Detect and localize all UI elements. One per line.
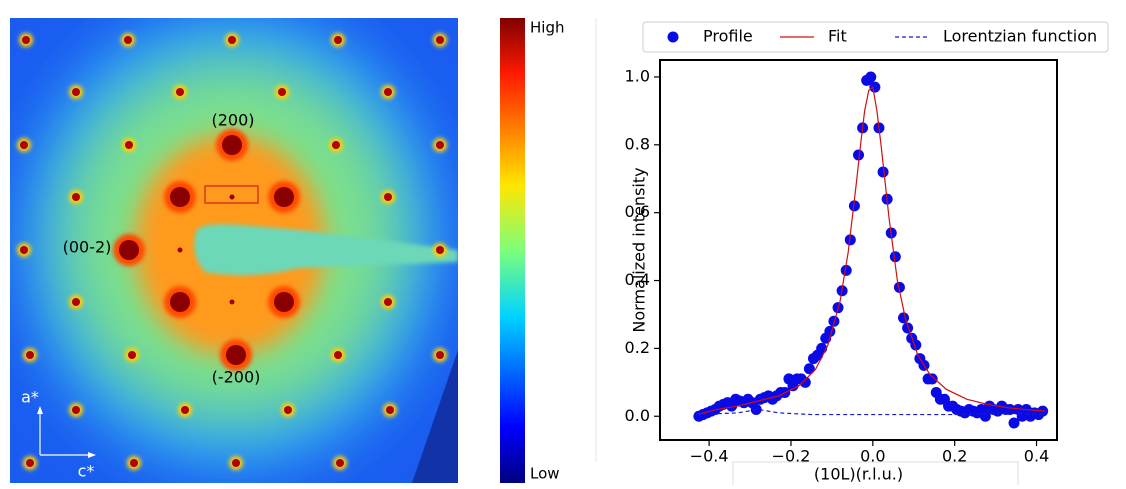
- spot: [384, 88, 392, 96]
- colorbar-label: Low: [530, 465, 560, 483]
- axis-label: c*: [78, 462, 95, 481]
- spot: [177, 247, 183, 253]
- spot: [72, 406, 80, 414]
- legend-label: Lorentzian function: [943, 27, 1097, 46]
- x-tick-label: 0.0: [860, 447, 885, 466]
- spot: [274, 187, 294, 207]
- peak-label: (00-2): [63, 238, 112, 257]
- spot: [436, 246, 444, 254]
- legend-box: [642, 21, 1109, 53]
- spot: [336, 459, 344, 467]
- data-point: [926, 373, 938, 385]
- spot: [334, 36, 342, 44]
- y-tick-label: 0.6: [625, 202, 650, 221]
- spot: [436, 351, 444, 359]
- colorbar-label: High: [530, 19, 564, 37]
- data-point: [799, 376, 811, 388]
- series-line: [696, 86, 1045, 416]
- data-point: [979, 410, 991, 422]
- y-tick-label: 0.8: [625, 134, 650, 153]
- y-tick-label: 0.2: [625, 338, 650, 357]
- spot: [125, 141, 133, 149]
- data-point: [877, 166, 889, 178]
- series-line: [696, 408, 1045, 416]
- spot: [26, 459, 34, 467]
- y-tick-label: 1.0: [625, 66, 650, 85]
- spot: [22, 36, 30, 44]
- legend-label: Fit: [828, 27, 847, 46]
- spot: [386, 406, 394, 414]
- data-point: [865, 71, 877, 83]
- data-point: [853, 149, 864, 161]
- spot: [436, 36, 444, 44]
- spot: [170, 187, 190, 207]
- spot: [229, 299, 235, 305]
- data-point: [889, 251, 901, 263]
- colorbar: [500, 18, 525, 483]
- y-tick-label: 0.0: [625, 406, 650, 425]
- spot: [226, 345, 246, 365]
- spot: [130, 459, 138, 467]
- spot: [284, 406, 292, 414]
- spot: [72, 298, 80, 306]
- spot: [334, 351, 342, 359]
- y-axis-label: Normalized intensity: [630, 167, 649, 332]
- data-point: [816, 342, 828, 354]
- spot: [232, 459, 240, 467]
- spot: [176, 88, 184, 96]
- legend-marker: [667, 31, 679, 43]
- spot: [128, 351, 136, 359]
- plot-frame: [659, 59, 1058, 441]
- x-axis-label: (10L)(r.l.u.): [814, 465, 903, 484]
- spot: [170, 292, 190, 312]
- plot: −0.4 −0.2 0.0 0.2 0.4 0.0 0.2 0.4 0.6 0.8 1.0 Norma…: [625, 21, 1109, 489]
- spot: [384, 193, 392, 201]
- x-tick-label: 0.4: [1024, 447, 1049, 466]
- peak-label: (200): [211, 111, 254, 130]
- x-tick-label: 0.2: [942, 447, 967, 466]
- data-point: [844, 234, 856, 246]
- x-label-box: [732, 461, 1019, 489]
- spot: [278, 88, 286, 96]
- peak-label: (-200): [212, 368, 261, 387]
- spot: [181, 406, 189, 414]
- data-point: [902, 322, 914, 334]
- x-tick-label: −0.4: [690, 447, 729, 466]
- data-point: [840, 264, 852, 276]
- y-tick-label: 0.4: [625, 270, 650, 289]
- spot: [20, 246, 28, 254]
- spot: [72, 88, 80, 96]
- spot: [436, 141, 444, 149]
- data-point: [1004, 403, 1016, 415]
- spot: [20, 141, 28, 149]
- spot: [274, 292, 294, 312]
- diffraction-image: (200) (00-2) (-200) a* c*: [10, 18, 458, 483]
- x-tick-label: −0.2: [772, 447, 811, 466]
- data-point: [898, 312, 910, 324]
- data-point: [869, 81, 881, 93]
- spot: [332, 141, 340, 149]
- spot: [229, 194, 235, 200]
- spot: [124, 36, 132, 44]
- spot: [222, 135, 242, 155]
- data-point: [824, 325, 836, 337]
- data-point: [1008, 417, 1020, 429]
- spot: [119, 240, 139, 260]
- legend-label: Profile: [703, 27, 753, 46]
- data-point: [803, 363, 815, 375]
- spot: [26, 351, 34, 359]
- axis-label: a*: [21, 388, 39, 407]
- spot: [72, 193, 80, 201]
- data-point: [848, 200, 860, 212]
- spot: [384, 298, 392, 306]
- spot: [228, 36, 236, 44]
